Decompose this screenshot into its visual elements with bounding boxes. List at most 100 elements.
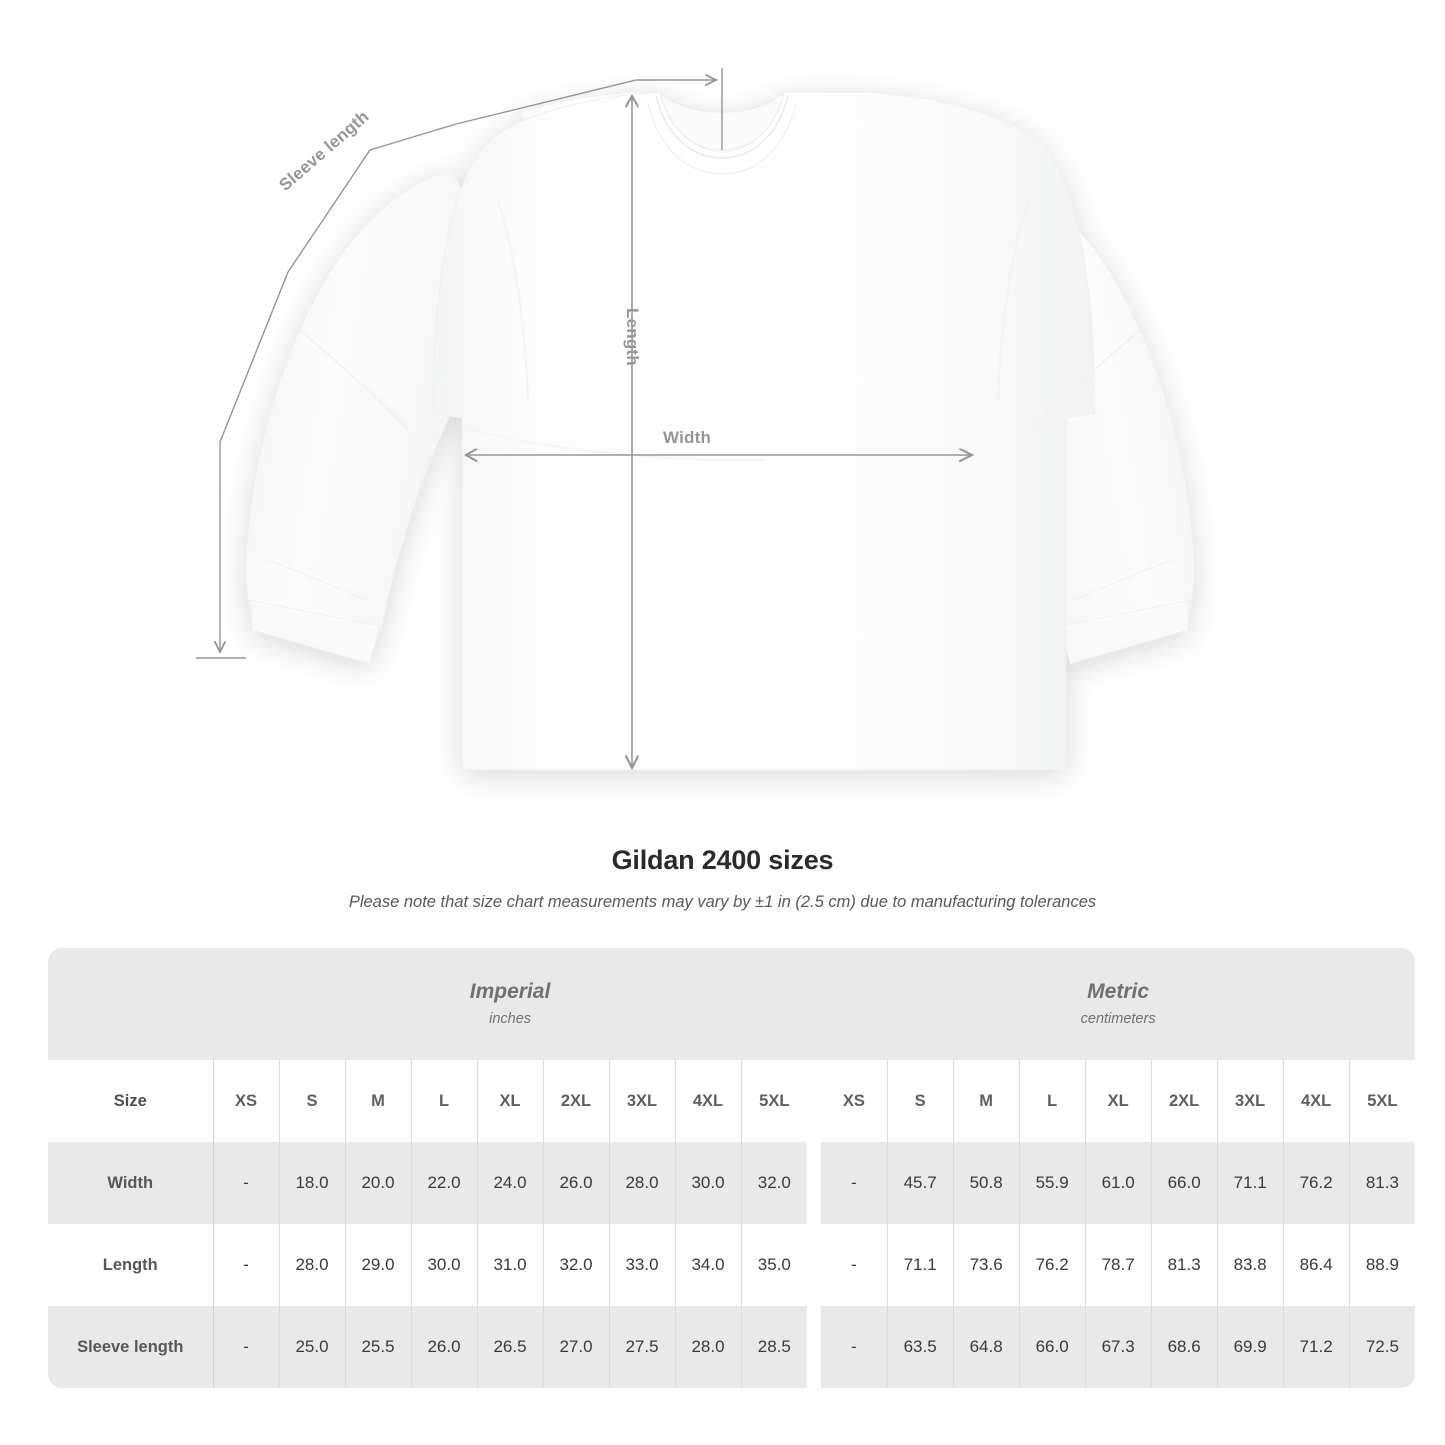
width-imp-xs: - bbox=[212, 1142, 279, 1224]
sleeve-imp-m: 25.5 bbox=[344, 1306, 411, 1388]
header-imp-m: M bbox=[344, 1060, 411, 1142]
header-met-3xl: 3XL bbox=[1216, 1060, 1284, 1142]
length-met-s: 71.1 bbox=[886, 1224, 954, 1306]
length-imp-xl: 31.0 bbox=[476, 1224, 543, 1306]
header-imp-2xl: 2XL bbox=[542, 1060, 609, 1142]
header-imp-xl: XL bbox=[476, 1060, 543, 1142]
unit-banner-row: Imperial inches Metric centimeters bbox=[48, 948, 1416, 1060]
width-imp-4xl: 30.0 bbox=[674, 1142, 741, 1224]
row-label-width: Width bbox=[48, 1142, 213, 1224]
size-chart-table-wrap: Imperial inches Metric centimeters Size … bbox=[48, 948, 1416, 1388]
title-block: Gildan 2400 sizes Please note that size … bbox=[0, 845, 1445, 912]
row-label-sleeve-length: Sleeve length bbox=[48, 1306, 213, 1388]
imperial-unit-name: Imperial bbox=[469, 979, 551, 1003]
sleeve-imp-5xl: 28.5 bbox=[740, 1306, 808, 1388]
width-imp-2xl: 26.0 bbox=[542, 1142, 609, 1224]
header-met-s: S bbox=[886, 1060, 954, 1142]
header-met-l: L bbox=[1018, 1060, 1086, 1142]
width-imp-l: 22.0 bbox=[410, 1142, 477, 1224]
length-imp-5xl: 35.0 bbox=[740, 1224, 808, 1306]
width-imp-s: 18.0 bbox=[278, 1142, 345, 1224]
width-met-m: 50.8 bbox=[952, 1142, 1020, 1224]
sleeve-met-5xl: 72.5 bbox=[1348, 1306, 1416, 1388]
sleeve-met-2xl: 68.6 bbox=[1150, 1306, 1218, 1388]
length-imp-2xl: 32.0 bbox=[542, 1224, 609, 1306]
sleeve-imp-3xl: 27.5 bbox=[608, 1306, 675, 1388]
length-imp-xs: - bbox=[212, 1224, 279, 1306]
width-imp-3xl: 28.0 bbox=[608, 1142, 675, 1224]
sleeve-met-xs: - bbox=[821, 1306, 888, 1388]
sleeve-imp-2xl: 27.0 bbox=[542, 1306, 609, 1388]
header-met-4xl: 4XL bbox=[1282, 1060, 1350, 1142]
garment-diagram: Sleeve length Length Width bbox=[196, 68, 1445, 830]
length-met-4xl: 86.4 bbox=[1282, 1224, 1350, 1306]
sleeve-met-3xl: 69.9 bbox=[1216, 1306, 1284, 1388]
width-met-xl: 61.0 bbox=[1084, 1142, 1152, 1224]
long-sleeve-shirt-illustration bbox=[245, 90, 1195, 771]
length-label: Length bbox=[623, 308, 642, 366]
width-imp-xl: 24.0 bbox=[476, 1142, 543, 1224]
size-chart-table: Imperial inches Metric centimeters Size … bbox=[48, 948, 1416, 1388]
width-imp-m: 20.0 bbox=[344, 1142, 411, 1224]
length-met-5xl: 88.9 bbox=[1348, 1224, 1416, 1306]
page-title: Gildan 2400 sizes bbox=[611, 845, 834, 875]
header-met-m: M bbox=[952, 1060, 1020, 1142]
length-met-xs: - bbox=[821, 1224, 888, 1306]
length-imp-3xl: 33.0 bbox=[608, 1224, 675, 1306]
header-imp-xs: XS bbox=[212, 1060, 279, 1142]
width-met-3xl: 71.1 bbox=[1216, 1142, 1284, 1224]
sleeve-imp-xl: 26.5 bbox=[476, 1306, 543, 1388]
table-row: Sleeve length - 25.0 25.5 26.0 26.5 27.0… bbox=[48, 1306, 1416, 1388]
sleeve-imp-l: 26.0 bbox=[410, 1306, 477, 1388]
banner-spacer-left bbox=[48, 948, 213, 1060]
banner-gap bbox=[807, 948, 822, 1060]
width-met-2xl: 66.0 bbox=[1150, 1142, 1218, 1224]
length-met-2xl: 81.3 bbox=[1150, 1224, 1218, 1306]
width-met-4xl: 76.2 bbox=[1282, 1142, 1350, 1224]
header-imp-3xl: 3XL bbox=[608, 1060, 675, 1142]
header-met-2xl: 2XL bbox=[1150, 1060, 1218, 1142]
length-imp-s: 28.0 bbox=[278, 1224, 345, 1306]
width-met-s: 45.7 bbox=[886, 1142, 954, 1224]
size-header-row: Size XS S M L XL 2XL 3XL 4XL 5XL XS S M … bbox=[48, 1060, 1416, 1142]
width-label: Width bbox=[663, 428, 712, 447]
width-met-l: 55.9 bbox=[1018, 1142, 1086, 1224]
length-met-m: 73.6 bbox=[952, 1224, 1020, 1306]
length-met-3xl: 83.8 bbox=[1216, 1224, 1284, 1306]
row-label-length: Length bbox=[48, 1224, 213, 1306]
section-gap bbox=[807, 1142, 822, 1224]
metric-banner: Metric centimeters bbox=[821, 948, 1416, 1060]
header-met-xs: XS bbox=[821, 1060, 888, 1142]
section-gap bbox=[807, 1306, 822, 1388]
measurement-annotations bbox=[196, 68, 1445, 830]
table-row: Width - 18.0 20.0 22.0 24.0 26.0 28.0 30… bbox=[48, 1142, 1416, 1224]
table-row: Length - 28.0 29.0 30.0 31.0 32.0 33.0 3… bbox=[48, 1224, 1416, 1306]
imperial-unit-sub: inches bbox=[489, 1011, 532, 1028]
header-imp-l: L bbox=[410, 1060, 477, 1142]
sleeve-met-xl: 67.3 bbox=[1084, 1306, 1152, 1388]
imperial-banner: Imperial inches bbox=[213, 948, 808, 1060]
sleeve-imp-xs: - bbox=[212, 1306, 279, 1388]
width-met-5xl: 81.3 bbox=[1348, 1142, 1416, 1224]
sleeve-imp-s: 25.0 bbox=[278, 1306, 345, 1388]
sleeve-met-4xl: 71.2 bbox=[1282, 1306, 1350, 1388]
header-imp-5xl: 5XL bbox=[740, 1060, 808, 1142]
tolerance-note: Please note that size chart measurements… bbox=[348, 893, 1097, 911]
header-size-label: Size bbox=[48, 1060, 213, 1142]
sleeve-length-dimension bbox=[196, 68, 723, 659]
sleeve-met-s: 63.5 bbox=[886, 1306, 954, 1388]
length-met-xl: 78.7 bbox=[1084, 1224, 1152, 1306]
header-imp-4xl: 4XL bbox=[674, 1060, 741, 1142]
length-imp-l: 30.0 bbox=[410, 1224, 477, 1306]
metric-unit-sub: centimeters bbox=[1080, 1011, 1156, 1028]
length-met-l: 76.2 bbox=[1018, 1224, 1086, 1306]
sleeve-imp-4xl: 28.0 bbox=[674, 1306, 741, 1388]
length-imp-m: 29.0 bbox=[344, 1224, 411, 1306]
header-met-xl: XL bbox=[1084, 1060, 1152, 1142]
header-met-5xl: 5XL bbox=[1348, 1060, 1416, 1142]
width-met-xs: - bbox=[821, 1142, 888, 1224]
length-imp-4xl: 34.0 bbox=[674, 1224, 741, 1306]
section-gap bbox=[807, 1060, 822, 1142]
width-imp-5xl: 32.0 bbox=[740, 1142, 808, 1224]
section-gap bbox=[807, 1224, 822, 1306]
